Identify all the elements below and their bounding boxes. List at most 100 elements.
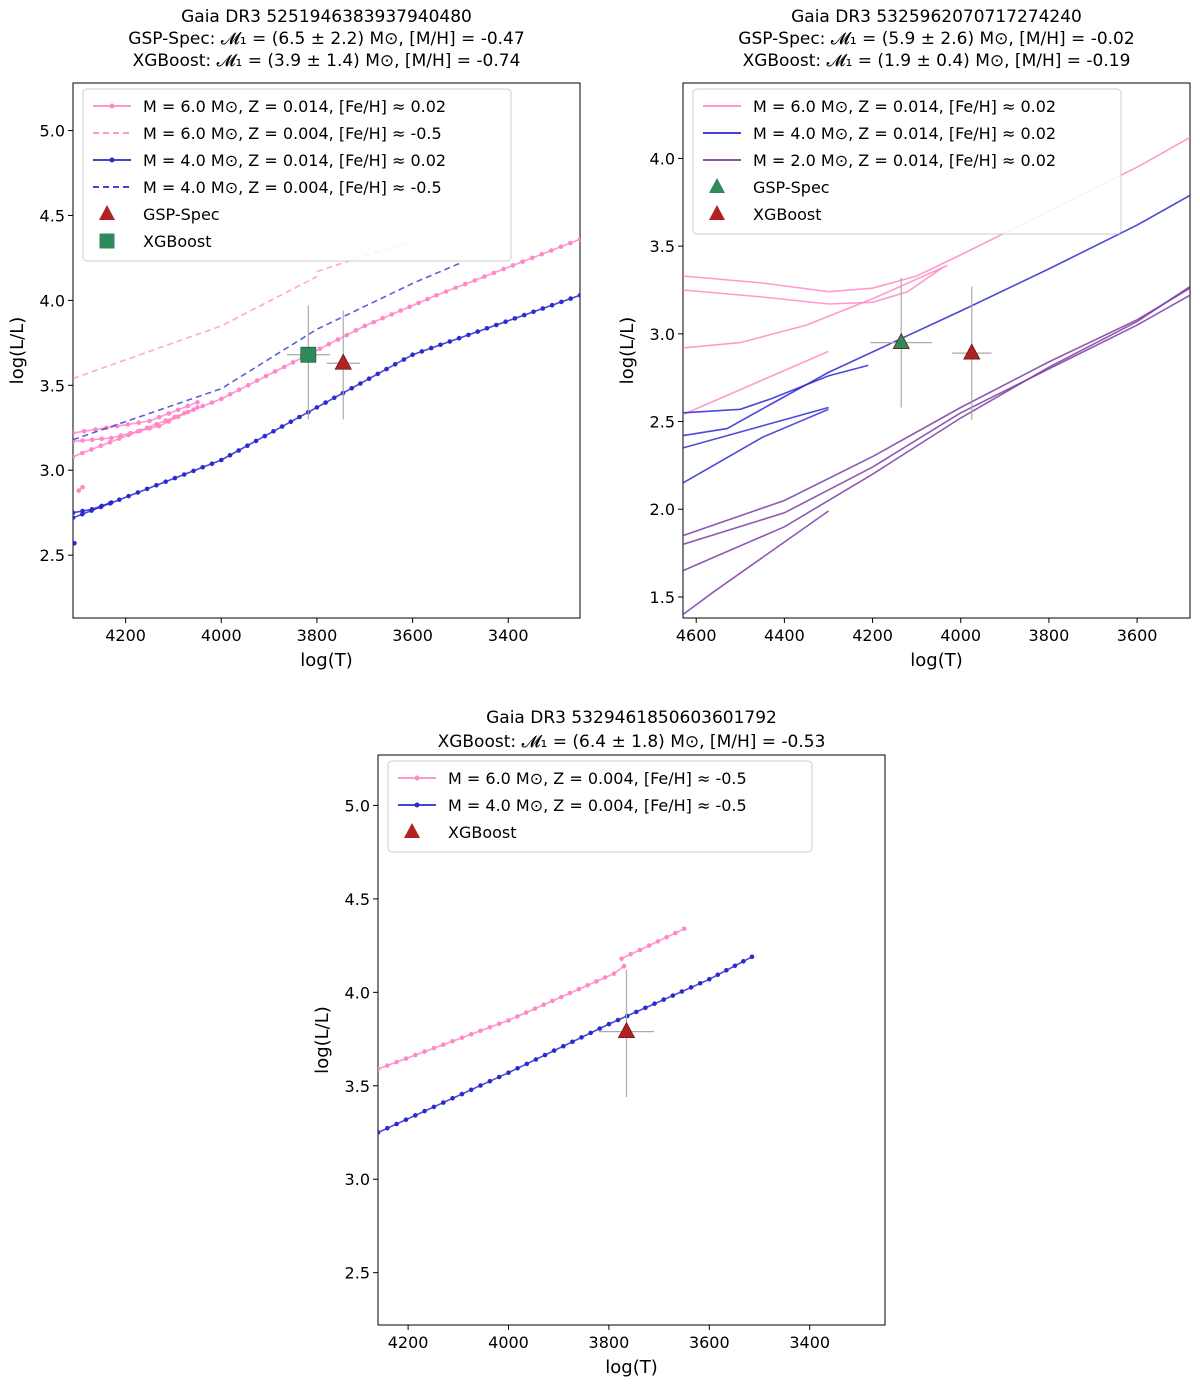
y-tick-label: 3.0	[650, 325, 675, 344]
plot-frame	[682, 82, 1191, 619]
series-marker	[441, 1100, 446, 1105]
series-marker	[637, 947, 643, 953]
series-marker	[378, 1066, 381, 1072]
chart-title-line-2: XGBoost: 𝓜₁ = (6.4 ± 1.8) M⊙, [M/H] = -0…	[438, 732, 826, 752]
y-tick-label: 3.5	[345, 1077, 370, 1096]
chart-panel-3: Gaia DR3 5329461850603601792 XGBoost: 𝓜₁ …	[312, 708, 886, 1378]
legend-box	[692, 88, 1122, 235]
series-marker	[147, 426, 152, 431]
series-marker	[652, 1001, 657, 1006]
series-marker	[227, 392, 233, 397]
series-marker	[724, 968, 729, 973]
series-marker	[606, 1021, 612, 1027]
series-marker	[539, 251, 544, 257]
legend-marker-triangle	[709, 205, 725, 220]
series-marker	[272, 369, 278, 374]
series-marker	[147, 418, 152, 424]
legend-label-2: Mini = 4.0 M⊙, Z = 0.004, [Fe/H] ≈ -0.5	[448, 796, 747, 815]
legend-marker-triangle	[709, 178, 725, 193]
series-marker	[506, 1018, 511, 1023]
series-marker	[484, 326, 490, 331]
point-xgboost	[598, 969, 655, 1097]
series-marker	[126, 493, 131, 499]
x-axis-label-end: )	[346, 650, 353, 671]
series-marker	[107, 439, 113, 445]
series-marker	[200, 403, 205, 409]
x-tick-label: 4200	[852, 626, 893, 645]
series-marker	[385, 1063, 390, 1068]
series-marker	[358, 381, 363, 386]
y-tick-label: 2.5	[650, 413, 675, 432]
series-marker	[335, 337, 341, 342]
y-axis-label-end: )	[7, 317, 28, 324]
series-line	[683, 285, 1190, 572]
y-tick-label: 3.5	[650, 237, 675, 256]
x-axis-label-end: )	[651, 1357, 658, 1378]
series-marker	[73, 510, 76, 515]
x-tick-label: 3600	[392, 626, 433, 645]
series-marker	[323, 400, 328, 405]
legend-label-rest: = 2.0 M⊙, Z = 0.014, [Fe/H] ≈ 0.02	[767, 151, 1056, 170]
x-tick-label: 4000	[201, 626, 242, 645]
series-marker	[279, 424, 285, 429]
series-marker	[344, 332, 350, 338]
series-line	[683, 287, 1190, 537]
series-marker	[434, 293, 439, 298]
data-area	[378, 926, 755, 1135]
series-marker	[163, 479, 168, 485]
series-marker	[89, 507, 95, 512]
plot-frame	[72, 82, 581, 619]
series-marker	[81, 428, 87, 434]
y-axis-label: log(L/L⊙)	[617, 317, 638, 385]
series-marker	[697, 981, 703, 986]
series-marker	[496, 1021, 502, 1027]
x-tick-label: 3800	[297, 626, 338, 645]
series-marker	[707, 977, 712, 982]
x-tick-label: 4000	[940, 626, 981, 645]
series-marker	[576, 986, 582, 992]
series-marker	[688, 985, 694, 990]
series-marker	[540, 306, 546, 311]
series-marker	[80, 508, 85, 514]
point-marker-square	[300, 346, 317, 363]
series-marker	[118, 433, 124, 438]
series-marker	[459, 1035, 465, 1040]
series-marker	[594, 979, 599, 984]
legend-box	[82, 88, 512, 262]
series-marker	[487, 1078, 493, 1084]
y-tick-label: 3.0	[345, 1170, 370, 1189]
x-tick-label: 3800	[1029, 626, 1070, 645]
series-line	[683, 408, 829, 484]
legend-label-m: M	[753, 151, 767, 170]
legend-label-m: M	[143, 178, 157, 197]
x-axis-label: log(Teff)	[300, 650, 353, 671]
y-tick-label: 4.5	[345, 890, 370, 909]
series-marker	[156, 423, 162, 429]
point-xgboost	[951, 286, 992, 420]
series-marker	[588, 1030, 593, 1036]
legend-label-4: Mini = 4.0 M⊙, Z = 0.004, [Fe/H] ≈ -0.5	[143, 178, 442, 197]
series-marker	[394, 1059, 399, 1065]
series-line	[683, 266, 944, 305]
point-marker-triangle	[892, 332, 910, 350]
series-marker	[438, 342, 443, 348]
series-marker	[521, 312, 527, 318]
series-marker	[185, 409, 191, 415]
series-marker	[362, 323, 368, 329]
y-tick-label: 2.0	[650, 500, 675, 519]
series-marker	[643, 1005, 648, 1011]
series-marker	[533, 1057, 539, 1062]
legend-label-3: Mini = 2.0 M⊙, Z = 0.014, [Fe/H] ≈ 0.02	[753, 151, 1056, 170]
series-marker	[558, 994, 564, 1000]
series-marker	[93, 427, 98, 432]
series-marker	[597, 1026, 603, 1031]
y-tick-label: 2.5	[345, 1264, 370, 1283]
series-marker	[523, 1010, 529, 1015]
series-line	[683, 350, 829, 416]
series-marker	[577, 237, 580, 242]
x-tick-label: 4200	[105, 626, 146, 645]
series-marker	[515, 1066, 520, 1071]
y-tick-label: 3.0	[40, 461, 65, 480]
series-marker	[73, 454, 76, 459]
